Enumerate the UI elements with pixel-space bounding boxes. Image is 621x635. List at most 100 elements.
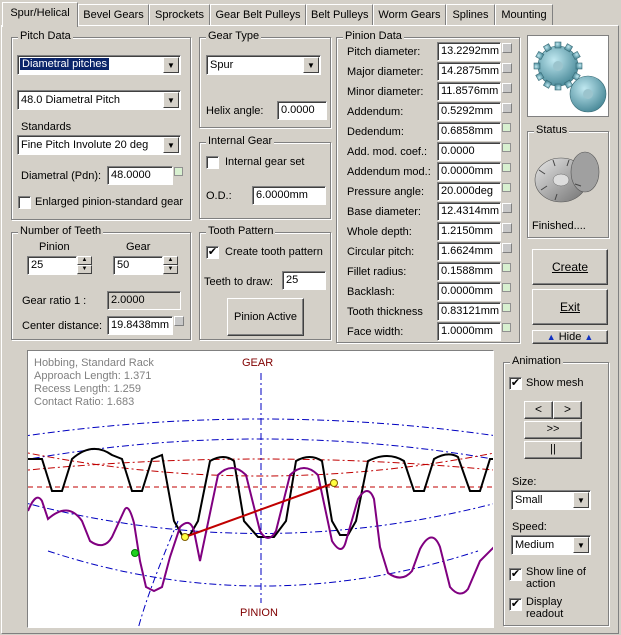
gear-type-select[interactable]: Spur ▼ bbox=[206, 55, 321, 75]
pinion-data-value[interactable]: 0.0000 bbox=[437, 142, 501, 161]
tooth-pattern-group: Tooth Pattern bbox=[199, 225, 331, 340]
pinion-data-value[interactable]: 0.83121mm bbox=[437, 302, 501, 321]
pitch-value-select[interactable]: 48.0 Diametral Pitch ▼ bbox=[17, 90, 181, 110]
chevron-down-icon[interactable]: ▼ bbox=[573, 537, 589, 553]
speed-select[interactable]: Medium ▼ bbox=[511, 535, 591, 555]
tab-splines[interactable]: Splines bbox=[446, 4, 495, 26]
arrow-up-icon[interactable]: ▲ bbox=[163, 256, 178, 265]
diametral-field[interactable]: 48.0000 bbox=[107, 166, 173, 185]
pinion-data-value[interactable]: 1.2150mm bbox=[437, 222, 501, 241]
pinion-data-value[interactable]: 11.8576mm bbox=[437, 82, 501, 101]
standards-select[interactable]: Fine Pitch Involute 20 deg ▼ bbox=[17, 135, 181, 155]
tab-sprockets[interactable]: Sprockets bbox=[149, 4, 210, 26]
create-tooth-pattern-checkbox[interactable]: ✔ bbox=[206, 246, 219, 259]
pinion-data-value[interactable]: 0.5292mm bbox=[437, 102, 501, 121]
pinion-teeth-stepper[interactable]: ▲ ▼ bbox=[77, 256, 92, 275]
mesh-drawing bbox=[28, 373, 493, 627]
pinion-teeth-field[interactable]: 25 bbox=[27, 256, 77, 275]
pitch-data-group: Pitch Data bbox=[11, 30, 191, 220]
pinion-data-value[interactable]: 0.0000mm bbox=[437, 282, 501, 301]
tab-spur-helical[interactable]: Spur/Helical bbox=[2, 2, 78, 27]
arrow-up-icon: ▲ bbox=[584, 332, 594, 342]
gear-image bbox=[527, 35, 609, 117]
pinion-data-value[interactable]: 1.0000mm bbox=[437, 322, 501, 341]
pitch-value: 48.0 Diametral Pitch bbox=[21, 94, 121, 106]
lock-icon[interactable] bbox=[502, 63, 512, 73]
lock-icon[interactable] bbox=[502, 303, 511, 312]
chevron-down-icon[interactable]: ▼ bbox=[573, 492, 589, 508]
lock-icon[interactable] bbox=[502, 143, 511, 152]
lock-icon[interactable] bbox=[502, 103, 512, 113]
lock-icon[interactable] bbox=[502, 123, 511, 132]
od-field[interactable]: 6.0000mm bbox=[252, 186, 326, 205]
standards-label: Standards bbox=[21, 121, 72, 133]
pinion-data-label: Addendum: bbox=[347, 106, 404, 118]
pinion-data-label: Dedendum: bbox=[347, 126, 404, 138]
pinion-data-value[interactable]: 20.000deg bbox=[437, 182, 501, 201]
arrow-up-icon[interactable]: ▲ bbox=[77, 256, 92, 265]
arrow-down-icon[interactable]: ▼ bbox=[77, 265, 92, 274]
diametral-label: Diametral (Pdn): bbox=[21, 170, 102, 182]
chevron-down-icon[interactable]: ▼ bbox=[163, 92, 179, 108]
chevron-down-icon[interactable]: ▼ bbox=[163, 137, 179, 153]
pinion-data-label: Minor diameter: bbox=[347, 86, 424, 98]
tab-mounting[interactable]: Mounting bbox=[495, 4, 553, 26]
gear-mesh-canvas[interactable]: Hobbing, Standard Rack Approach Length: … bbox=[27, 350, 494, 628]
pitch-type-select[interactable]: Diametral pitches ▼ bbox=[17, 55, 181, 75]
hide-button[interactable]: ▲ Hide ▲ bbox=[532, 330, 608, 344]
internal-gear-label: Internal gear set bbox=[225, 156, 305, 168]
tab-bevel-gears[interactable]: Bevel Gears bbox=[78, 4, 149, 26]
chevron-down-icon[interactable]: ▼ bbox=[163, 57, 179, 73]
lock-icon[interactable] bbox=[502, 163, 511, 172]
pinion-data-value[interactable]: 12.4314mm bbox=[437, 202, 501, 221]
internal-gear-checkbox[interactable] bbox=[206, 156, 219, 169]
lock-icon[interactable] bbox=[174, 316, 184, 326]
exit-button[interactable]: Exit bbox=[532, 289, 608, 325]
helix-angle-field[interactable]: 0.0000 bbox=[277, 101, 327, 120]
tab-gear-belt-pulleys[interactable]: Gear Belt Pulleys bbox=[210, 4, 306, 26]
display-readout-checkbox[interactable]: ✔ bbox=[509, 598, 522, 611]
show-line-of-action-label: Show line of action bbox=[526, 566, 586, 590]
create-button-label: Create bbox=[551, 260, 589, 274]
create-button[interactable]: Create bbox=[532, 249, 608, 285]
lock-icon[interactable] bbox=[502, 323, 511, 332]
animation-title: Animation bbox=[510, 355, 563, 367]
gear-teeth-field[interactable]: 50 bbox=[113, 256, 163, 275]
tab-worm-gears[interactable]: Worm Gears bbox=[373, 4, 446, 26]
pinion-data-label: Addendum mod.: bbox=[347, 166, 431, 178]
step-forward-button[interactable]: > bbox=[553, 401, 582, 419]
pause-button[interactable]: || bbox=[524, 441, 582, 459]
pinion-data-value[interactable]: 14.2875mm bbox=[437, 62, 501, 81]
pinion-axis-label: PINION bbox=[240, 607, 278, 619]
lock-icon[interactable] bbox=[502, 83, 512, 93]
lock-icon[interactable] bbox=[502, 223, 512, 233]
pinion-data-label: Whole depth: bbox=[347, 226, 412, 238]
arrow-up-icon: ▲ bbox=[546, 332, 556, 342]
pinion-data-value[interactable]: 1.6624mm bbox=[437, 242, 501, 261]
teeth-to-draw-field[interactable]: 25 bbox=[282, 271, 326, 290]
pinion-data-value[interactable]: 0.1588mm bbox=[437, 262, 501, 281]
arrow-down-icon[interactable]: ▼ bbox=[163, 265, 178, 274]
size-select[interactable]: Small ▼ bbox=[511, 490, 591, 510]
pinion-data-value[interactable]: 13.2292mm bbox=[437, 42, 501, 61]
center-distance-field[interactable]: 19.8438mm bbox=[107, 316, 173, 335]
lock-icon[interactable] bbox=[502, 283, 511, 292]
tab-belt-pulleys[interactable]: Belt Pulleys bbox=[306, 4, 373, 26]
pinion-data-label: Pressure angle: bbox=[347, 186, 425, 198]
show-mesh-checkbox[interactable]: ✔ bbox=[509, 377, 522, 390]
lock-icon[interactable] bbox=[502, 183, 511, 192]
check-icon: ✔ bbox=[510, 377, 521, 389]
step-back-button[interactable]: < bbox=[524, 401, 553, 419]
pinion-data-value[interactable]: 0.0000mm bbox=[437, 162, 501, 181]
lock-icon[interactable] bbox=[502, 203, 512, 213]
pinion-active-button[interactable]: Pinion Active bbox=[227, 298, 304, 336]
show-line-of-action-checkbox[interactable]: ✔ bbox=[509, 568, 522, 581]
chevron-down-icon[interactable]: ▼ bbox=[303, 57, 319, 73]
gear-teeth-stepper[interactable]: ▲ ▼ bbox=[163, 256, 178, 275]
pinion-data-value[interactable]: 0.6858mm bbox=[437, 122, 501, 141]
lock-icon[interactable] bbox=[502, 43, 512, 53]
enlarged-pinion-checkbox[interactable] bbox=[18, 196, 31, 209]
lock-icon[interactable] bbox=[502, 263, 511, 272]
lock-icon[interactable] bbox=[502, 243, 512, 253]
fast-forward-button[interactable]: >> bbox=[524, 421, 582, 439]
